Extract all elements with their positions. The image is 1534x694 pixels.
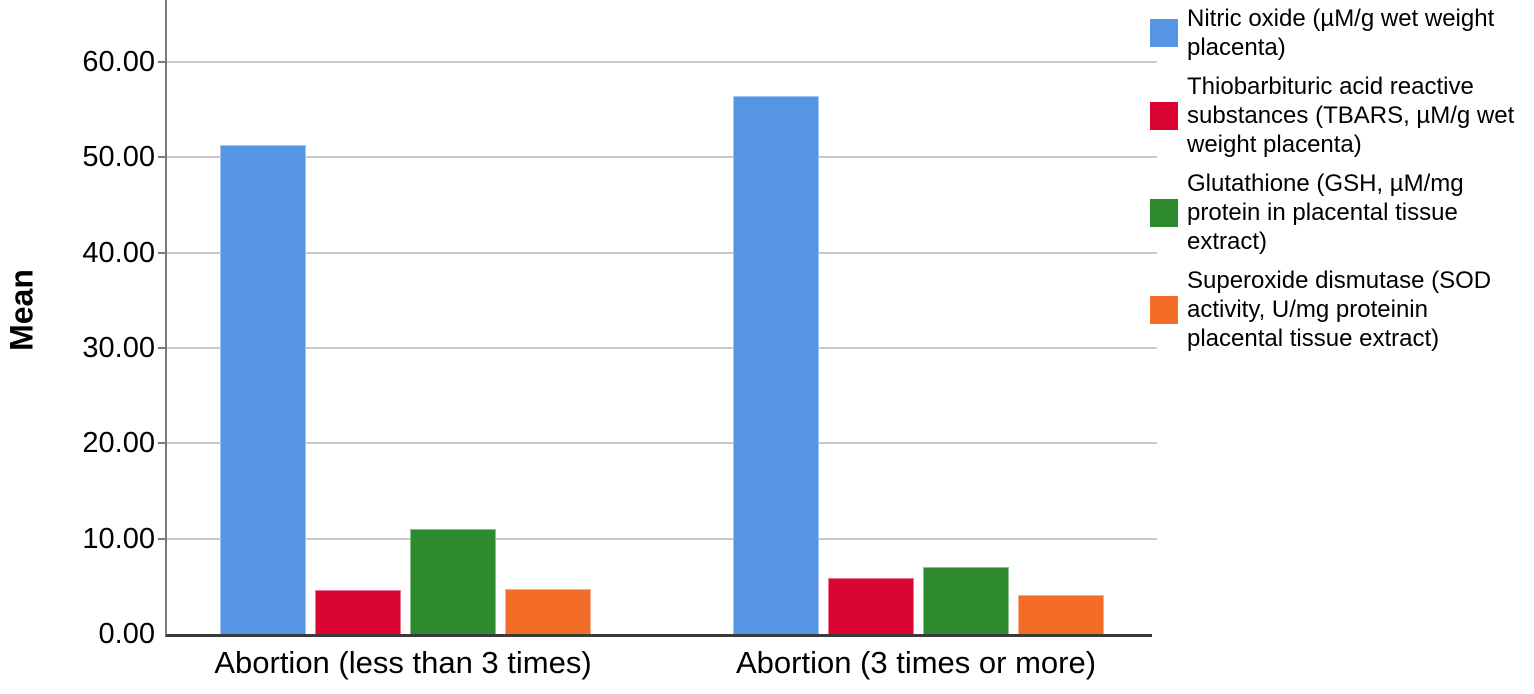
bar-nitric-oxide bbox=[733, 96, 819, 634]
legend-item-superoxide-dismutase: Superoxide dismutase (SOD activity, U/mg… bbox=[1150, 266, 1532, 353]
y-tick-label: 30.00 bbox=[82, 331, 155, 364]
legend-swatch-nitric-oxide bbox=[1150, 19, 1178, 47]
gridline bbox=[167, 60, 1157, 63]
x-category-label: Abortion (less than 3 times) bbox=[214, 645, 592, 680]
bar-superoxide-dismutase bbox=[1018, 594, 1104, 634]
y-axis-tickmark bbox=[158, 60, 165, 63]
bar-nitric-oxide bbox=[220, 144, 306, 634]
legend-item-glutathione: Glutathione (GSH, µM/mg protein in place… bbox=[1150, 169, 1532, 256]
bar-group-abortion-3-or-more bbox=[733, 0, 1104, 634]
gridline bbox=[167, 156, 1157, 159]
bar-superoxide-dismutase bbox=[505, 589, 591, 634]
x-category-label: Abortion (3 times or more) bbox=[735, 645, 1097, 680]
y-axis-tickmark bbox=[158, 156, 165, 159]
y-axis-tickmark bbox=[158, 442, 165, 445]
y-tick-label: 50.00 bbox=[82, 141, 155, 174]
gridline bbox=[167, 347, 1157, 349]
legend: Nitric oxide (µM/g wet weight placenta) … bbox=[1150, 4, 1532, 353]
legend-item-nitric-oxide: Nitric oxide (µM/g wet weight placenta) bbox=[1150, 4, 1532, 62]
bar-glutathione bbox=[410, 529, 496, 634]
y-tick-label: 10.00 bbox=[82, 522, 155, 555]
y-axis-tickmark bbox=[158, 251, 165, 254]
legend-swatch-tbars bbox=[1150, 101, 1178, 130]
y-axis-tickmark bbox=[158, 347, 165, 349]
legend-swatch-superoxide-dismutase bbox=[1150, 295, 1178, 324]
legend-label: Thiobarbituric acid reactive substances … bbox=[1187, 73, 1515, 158]
gridline bbox=[167, 537, 1157, 540]
y-tick-label: 60.00 bbox=[82, 45, 155, 78]
gridline bbox=[167, 251, 1157, 254]
bar-tbars bbox=[828, 577, 914, 634]
bar-tbars bbox=[315, 590, 401, 634]
gridline bbox=[167, 442, 1157, 445]
bar-glutathione bbox=[923, 567, 1009, 634]
y-tick-label: 20.00 bbox=[82, 427, 155, 460]
y-axis-tickmark bbox=[158, 537, 165, 540]
y-tick-label: 40.00 bbox=[82, 236, 155, 269]
bar-group-abortion-less-than-3 bbox=[220, 0, 591, 634]
legend-swatch-glutathione bbox=[1150, 198, 1178, 227]
y-tick-label: 0.00 bbox=[98, 618, 155, 650]
legend-label: Glutathione (GSH, µM/mg protein in place… bbox=[1187, 170, 1464, 255]
legend-label: Nitric oxide (µM/g wet weight placenta) bbox=[1187, 5, 1495, 61]
plot-area bbox=[158, 0, 1157, 637]
legend-item-tbars: Thiobarbituric acid reactive substances … bbox=[1150, 72, 1532, 159]
legend-label: Superoxide dismutase (SOD activity, U/mg… bbox=[1187, 267, 1492, 352]
